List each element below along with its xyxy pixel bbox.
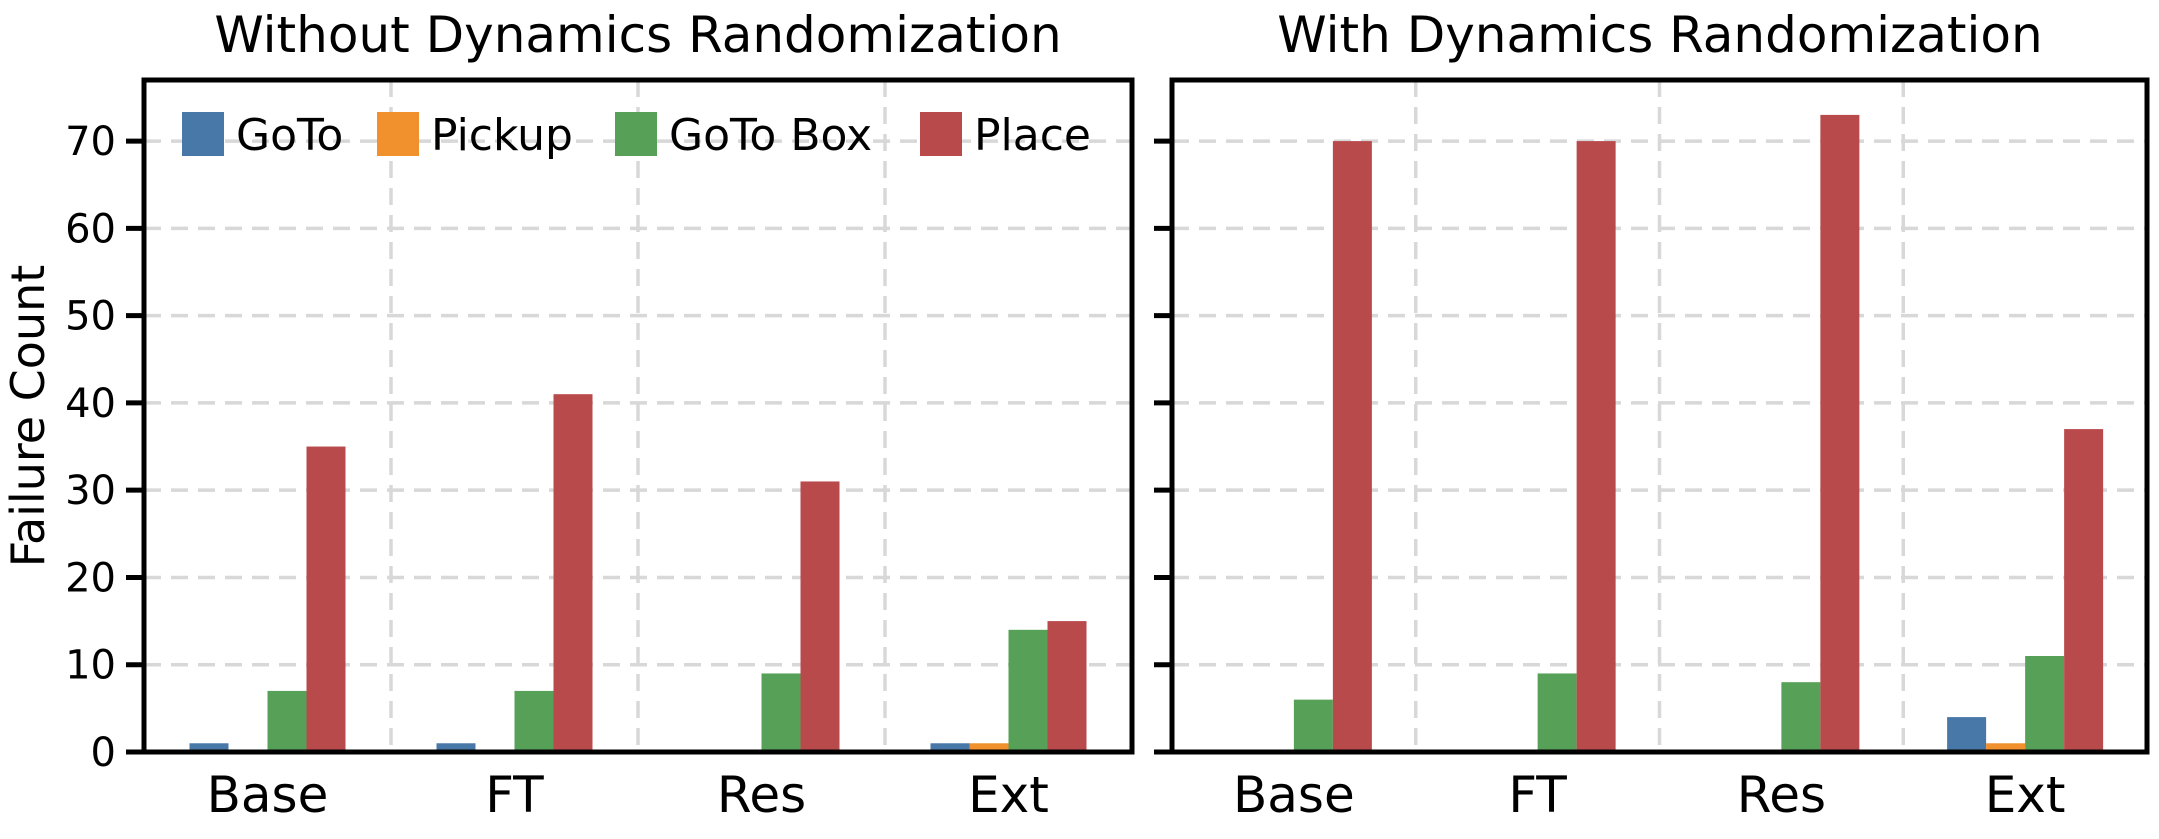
bar-goto-ft — [436, 743, 476, 752]
y-tick-label-60: 60 — [65, 206, 116, 252]
x-tick-label-res: Res — [717, 766, 806, 824]
panel-without-dynamics-randomization: 0 10 20 30 40 50 60 70 Base FT Res Ext — [65, 77, 1135, 824]
bar-goto-box-ft — [1537, 673, 1577, 752]
x-tick-label-ext: Ext — [1985, 766, 2066, 824]
bar-place-ft — [1576, 141, 1616, 752]
bar-goto-box-res — [761, 673, 801, 752]
bar-place-ext — [1047, 621, 1087, 752]
plot-border — [1169, 77, 2150, 755]
bar-goto-box-ft — [514, 690, 554, 752]
panel-with-dynamics-randomization: Base FT Res Ext — [1154, 77, 2150, 824]
bar-pickup-ext — [969, 743, 1009, 752]
chart-panels: 0 10 20 30 40 50 60 70 Base FT Res Ext Base FT Res Ext — [65, 77, 2150, 824]
bar-goto-box-ext — [1008, 629, 1048, 752]
bar-goto-base — [189, 743, 229, 752]
legend-swatch-place — [920, 112, 962, 156]
x-tick-label-ext: Ext — [968, 766, 1049, 824]
y-tick-label-20: 20 — [65, 555, 116, 601]
bar-pickup-ext — [1986, 743, 2026, 752]
y-tick-label-40: 40 — [65, 381, 116, 427]
bar-goto-box-base — [1293, 699, 1333, 752]
y-tick-label-70: 70 — [65, 119, 116, 165]
y-tick-label-10: 10 — [65, 643, 116, 689]
plot-border — [141, 77, 1135, 755]
legend-label-goto-box: GoTo Box — [669, 110, 872, 161]
legend: GoTo Pickup GoTo Box Place — [182, 110, 1091, 161]
bar-place-base — [306, 446, 346, 752]
x-tick-label-ft: FT — [1508, 766, 1567, 824]
y-axis-label: Failure Count — [1, 265, 55, 568]
bar-place-ext — [2064, 429, 2104, 752]
left-chart-title: Without Dynamics Randomization — [214, 6, 1061, 64]
y-tick-label-0: 0 — [91, 730, 116, 776]
x-tick-label-ft: FT — [485, 766, 544, 824]
bar-goto-box-base — [267, 690, 307, 752]
right-chart-title: With Dynamics Randomization — [1277, 6, 2042, 64]
bar-goto-box-ext — [2025, 656, 2065, 752]
bar-place-res — [1820, 114, 1860, 753]
legend-item-goto: GoTo — [182, 110, 343, 161]
x-tick-label-base: Base — [207, 766, 329, 824]
legend-item-place: Place — [920, 110, 1091, 161]
legend-label-goto: GoTo — [236, 110, 343, 161]
bar-place-res — [800, 481, 840, 752]
legend-swatch-pickup — [377, 112, 419, 156]
legend-label-place: Place — [974, 110, 1091, 161]
legend-swatch-goto — [182, 112, 224, 156]
bar-place-ft — [553, 394, 593, 752]
legend-label-pickup: Pickup — [431, 110, 573, 161]
bar-goto-box-res — [1781, 682, 1821, 752]
legend-swatch-goto-box — [615, 112, 657, 156]
y-tick-label-30: 30 — [65, 468, 116, 514]
legend-item-goto-box: GoTo Box — [615, 110, 872, 161]
x-tick-label-base: Base — [1233, 766, 1355, 824]
bar-place-base — [1332, 141, 1372, 752]
legend-item-pickup: Pickup — [377, 110, 573, 161]
bar-goto-ext — [930, 743, 970, 752]
bar-goto-ext — [1947, 717, 1987, 752]
y-tick-label-50: 50 — [65, 294, 116, 340]
x-tick-label-res: Res — [1737, 766, 1826, 824]
